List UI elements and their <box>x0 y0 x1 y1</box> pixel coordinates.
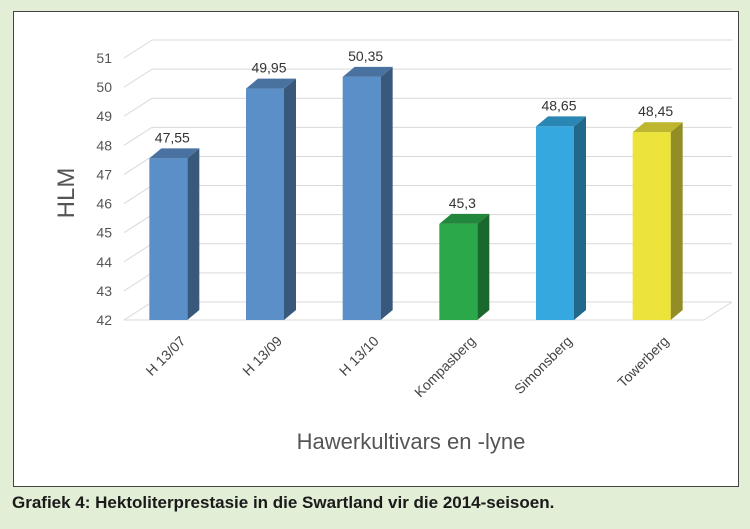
chart-frame: 42 43 44 45 46 47 48 49 50 51 47,55 H 13/07 49,95 H 1… <box>13 11 739 487</box>
y-tick-label: 45 <box>96 225 112 241</box>
bar-side <box>380 66 393 320</box>
bar <box>342 76 381 320</box>
data-label: 47,55 <box>155 129 190 145</box>
x-axis-title: Hawerkultivars en -lyne <box>297 429 526 454</box>
x-tick-label: H 13/07 <box>142 333 188 379</box>
y-tick-label: 46 <box>96 196 112 212</box>
bar <box>439 223 478 320</box>
x-tick-label: Towerberg <box>614 333 672 391</box>
data-label: 48,45 <box>638 103 673 119</box>
gridline-depth <box>123 185 153 204</box>
gridline-depth <box>123 156 153 175</box>
bar <box>246 88 284 320</box>
gridline-depth <box>123 126 153 146</box>
y-tick-label: 43 <box>96 283 112 299</box>
y-tick-label: 42 <box>96 312 112 328</box>
gridline-depth <box>123 214 153 234</box>
x-tick-label: Simonsberg <box>511 333 575 397</box>
floor-edge <box>703 301 733 321</box>
gridline-depth <box>123 97 153 117</box>
data-label: 45,3 <box>449 195 476 211</box>
y-tick-label: 48 <box>96 137 112 153</box>
data-label: 49,95 <box>251 60 286 76</box>
bar-side <box>187 148 200 320</box>
gridline-depth <box>123 243 153 263</box>
gridline-depth <box>123 39 153 59</box>
data-label: 50,35 <box>348 48 383 64</box>
bar <box>632 132 671 320</box>
bar-side <box>477 213 490 320</box>
gridline-depth <box>123 301 153 321</box>
y-tick-label: 50 <box>96 79 112 95</box>
bar-top <box>536 116 586 127</box>
bar-side <box>670 122 683 320</box>
x-tick-label: H 13/09 <box>239 333 285 379</box>
bar-top <box>632 122 683 133</box>
y-tick-label: 44 <box>96 254 112 270</box>
bar <box>536 126 574 321</box>
data-label: 48,65 <box>541 97 576 113</box>
bar-side <box>574 116 586 321</box>
bar-side <box>284 78 296 320</box>
gridline-depth <box>123 68 153 88</box>
bar-chart: 42 43 44 45 46 47 48 49 50 51 47,55 H 13/07 49,95 H 1… <box>53 39 733 454</box>
bar-top <box>342 66 393 77</box>
figure-caption: Grafiek 4: Hektoliterprestasie in die Sw… <box>12 493 555 512</box>
y-tick-label: 47 <box>96 166 112 182</box>
bar-top <box>439 213 490 224</box>
y-tick-label: 51 <box>96 50 112 66</box>
bar-top <box>149 148 200 159</box>
gridline-depth <box>123 272 153 292</box>
y-axis-title: HLM <box>53 168 80 219</box>
x-tick-label: H 13/10 <box>336 333 382 379</box>
bar <box>149 158 188 320</box>
x-tick-label: Kompasberg <box>411 333 478 400</box>
y-tick-label: 49 <box>96 108 112 124</box>
bar-top <box>246 78 296 89</box>
